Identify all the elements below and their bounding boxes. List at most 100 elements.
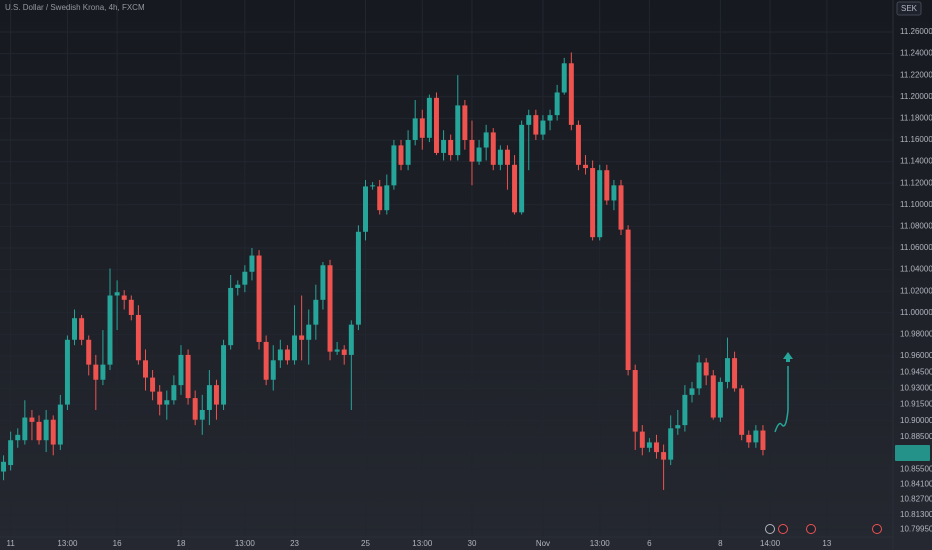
candle-body	[341, 349, 347, 355]
candle-body	[206, 385, 212, 410]
currency-label[interactable]: SEK	[901, 4, 918, 13]
x-tick-label: 13:00	[590, 539, 611, 548]
candle-body	[263, 341, 269, 380]
candle-body	[284, 349, 290, 361]
candle-body	[185, 354, 191, 399]
x-tick-label: 13:00	[57, 539, 78, 548]
candle-body	[639, 431, 645, 448]
candle-body	[661, 452, 667, 460]
candle-body	[668, 428, 674, 460]
candle-body	[568, 63, 574, 125]
candle-body	[575, 124, 581, 165]
candle-body	[277, 349, 283, 361]
candle-body	[533, 115, 539, 135]
y-tick-label: 11.26000	[900, 27, 932, 36]
y-tick-label: 11.16000	[900, 135, 932, 144]
x-tick-label: 8	[718, 539, 723, 548]
candle-body	[696, 362, 702, 389]
event-icon[interactable]	[765, 524, 775, 534]
y-tick-label: 10.85500	[900, 464, 932, 473]
candle-body	[724, 358, 730, 382]
candle-body	[93, 364, 99, 380]
y-tick-label: 11.18000	[900, 113, 932, 122]
candle-body	[327, 265, 333, 352]
candle-body	[717, 381, 723, 418]
x-tick-label: 14:00	[760, 539, 781, 548]
candle-body	[121, 295, 127, 300]
candle-body	[604, 170, 610, 201]
candle-body	[675, 425, 681, 429]
candle-body	[57, 404, 63, 445]
candle-body	[1, 461, 7, 472]
candle-body	[355, 231, 361, 325]
x-tick-label: Nov	[536, 539, 550, 548]
candle-body	[143, 360, 148, 378]
candle-body	[150, 377, 156, 392]
y-tick-label: 10.94500	[900, 367, 932, 376]
y-tick-label: 11.12000	[900, 178, 932, 187]
y-tick-label: 10.84100	[900, 480, 932, 489]
event-icon[interactable]	[778, 524, 788, 534]
candle-body	[192, 398, 198, 420]
candle-body	[50, 419, 56, 445]
y-tick-label: 11.00000	[900, 308, 932, 317]
candle-body	[753, 430, 759, 443]
candle-body	[377, 186, 383, 211]
candle-body	[320, 265, 326, 300]
candle-body	[242, 271, 248, 285]
candle-body	[590, 168, 596, 238]
candle-body	[15, 434, 21, 441]
candle-body	[107, 295, 113, 365]
candle-body	[228, 287, 234, 346]
x-tick-label: 13:00	[412, 539, 433, 548]
axes: 11.26000 11.24000 11.22000 11.20000 11.18000…	[6, 27, 932, 548]
candle-body	[29, 417, 35, 422]
candle-body	[249, 255, 255, 272]
candle-body	[583, 164, 589, 169]
candle-body	[235, 284, 241, 288]
y-tick-label: 10.88500	[900, 432, 932, 441]
candle-body	[469, 139, 475, 162]
currency-box[interactable]	[896, 1, 922, 16]
candle-body	[441, 139, 447, 153]
event-icon[interactable]	[806, 524, 816, 534]
candle-body	[391, 145, 397, 186]
candle-body	[43, 419, 49, 441]
candle-body	[299, 335, 305, 340]
candle-body	[384, 185, 390, 211]
forecast-line	[774, 366, 789, 433]
candle-body	[689, 388, 695, 395]
candle-body	[426, 97, 432, 138]
candle-body	[363, 186, 368, 232]
forecast-arrow	[783, 352, 793, 362]
x-tick-label: 23	[290, 539, 299, 548]
y-tick-label: 11.24000	[900, 49, 932, 58]
price-marker	[895, 445, 930, 461]
y-tick-label: 10.79950	[900, 524, 932, 533]
candle-body	[448, 139, 454, 156]
x-tick-label: 11	[6, 539, 15, 548]
x-tick-label: 25	[361, 539, 370, 548]
y-tick-label: 10.82700	[900, 495, 932, 504]
candle-body	[270, 360, 276, 380]
event-icon[interactable]	[872, 524, 882, 534]
candle-body	[597, 170, 603, 238]
candle-body	[72, 318, 78, 340]
candle-body	[654, 442, 659, 453]
candle-body	[292, 335, 298, 361]
candle-body	[79, 318, 85, 340]
candle-body	[497, 149, 503, 165]
candle-body	[64, 339, 70, 405]
x-tick-label: 18	[177, 539, 186, 548]
candle-body	[682, 394, 688, 426]
candle-body	[519, 124, 525, 213]
candle-body	[100, 364, 106, 380]
candle-body	[746, 434, 752, 443]
candle-body	[419, 118, 425, 138]
candle-body	[221, 345, 227, 405]
candle-body	[256, 255, 262, 342]
candle-body	[306, 324, 312, 340]
candle-body	[739, 388, 745, 435]
candle-body	[36, 421, 42, 441]
